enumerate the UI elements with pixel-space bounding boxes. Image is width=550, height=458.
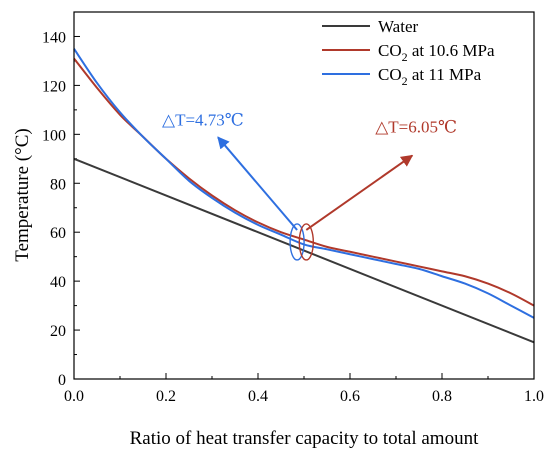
series-lines <box>73 48 535 344</box>
delta-t-ellipse <box>289 223 305 261</box>
x-tick-label: 0.2 <box>156 388 176 405</box>
y-axis-label: Temperature (°C) <box>12 128 33 261</box>
y-tick-label: 120 <box>42 78 66 95</box>
delta-t-ellipse <box>298 223 314 261</box>
x-tick-label: 0.0 <box>64 388 84 405</box>
y-tick-label: 40 <box>50 274 66 291</box>
delta-t-label: △T=4.73℃ <box>162 110 244 129</box>
x-tick-label: 1.0 <box>524 388 544 405</box>
x-tick-label: 0.6 <box>340 388 360 405</box>
legend-label: CO2 at 11 MPa <box>378 65 482 88</box>
delta-t-arrow <box>305 154 414 231</box>
y-tick-label: 140 <box>42 29 66 46</box>
delta-t-label: △T=6.05℃ <box>375 118 457 137</box>
y-tick-label: 0 <box>58 372 66 389</box>
series-line-1 <box>73 57 535 307</box>
x-tick-label: 0.8 <box>432 388 452 405</box>
x-axis-label: Ratio of heat transfer capacity to total… <box>130 428 479 449</box>
tick-labels: 0.0 0.2 0.4 0.6 0.8 1.0 0 20 40 60 80 100 120 140 <box>42 29 544 405</box>
legend-label: Water <box>378 17 418 36</box>
legend-label: CO2 at 10.6 MPa <box>378 41 495 64</box>
x-tick-label: 0.4 <box>248 388 268 405</box>
plot-frame <box>73 11 535 380</box>
y-tick-label: 100 <box>42 127 66 144</box>
y-tick-label: 20 <box>50 323 66 340</box>
delta-t-arrow <box>217 136 298 231</box>
y-tick-label: 80 <box>50 176 66 193</box>
series-line-2 <box>73 48 535 319</box>
annotations: △T=4.73℃ △T=6.05℃ <box>162 110 457 261</box>
y-tick-label: 60 <box>50 225 66 242</box>
series-line-0 <box>73 157 535 344</box>
